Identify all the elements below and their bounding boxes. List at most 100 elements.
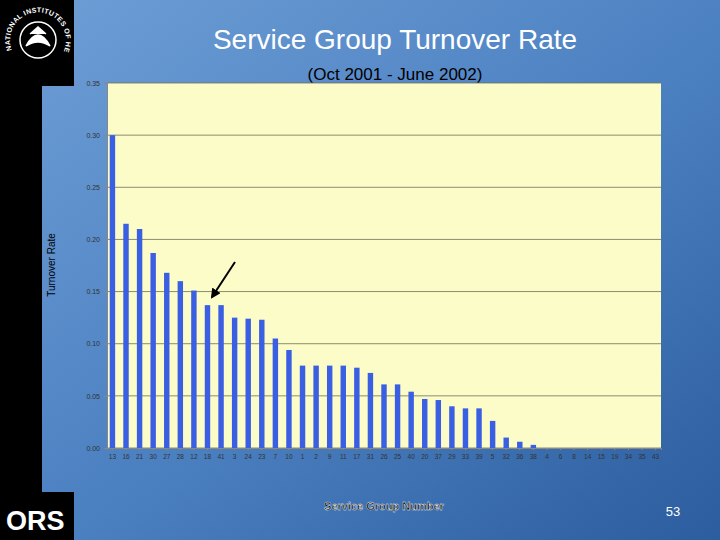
bar: [341, 366, 346, 448]
tick-mark: [104, 292, 107, 293]
tick-mark: [411, 448, 412, 450]
bar: [150, 253, 155, 448]
x-tick: 29: [448, 448, 456, 460]
tick-mark: [207, 448, 208, 450]
x-tick: 30: [150, 448, 158, 460]
tick-mark: [424, 448, 425, 450]
tick-mark: [288, 448, 289, 450]
tick-label: 35: [638, 453, 646, 460]
tick-label: 0.35: [86, 80, 100, 87]
tick-label: 0.00: [86, 445, 100, 452]
tick-label: 0.20: [86, 236, 100, 243]
bar: [259, 320, 264, 448]
tick-label: 40: [408, 453, 416, 460]
tick-mark: [397, 448, 398, 450]
bar: [408, 392, 413, 448]
x-tick: 32: [503, 448, 511, 460]
tick-label: 17: [353, 453, 361, 460]
tick-mark: [104, 239, 107, 240]
x-tick: 20: [421, 448, 429, 460]
x-tick: 37: [435, 448, 443, 460]
tick-mark: [329, 448, 330, 450]
tick-label: 38: [530, 453, 538, 460]
grid-line: [107, 135, 661, 136]
tick-label: 9: [328, 453, 332, 460]
x-tick: 41: [217, 448, 225, 460]
tick-mark: [104, 83, 107, 84]
tick-mark: [370, 448, 371, 450]
x-tick: 4: [545, 448, 549, 460]
tick-label: 43: [652, 453, 660, 460]
bar: [218, 305, 223, 448]
bar: [286, 350, 291, 448]
bar: [422, 399, 427, 448]
x-tick: 15: [598, 448, 606, 460]
bar: [246, 319, 251, 448]
tick-mark: [451, 448, 452, 450]
bar: [273, 339, 278, 449]
grid-line: [107, 83, 661, 84]
tick-mark: [112, 448, 113, 450]
bar: [436, 400, 441, 448]
x-tick: 14: [584, 448, 592, 460]
tick-label: 1: [301, 453, 305, 460]
bar: [517, 442, 522, 448]
bar: [599, 448, 604, 449]
bar: [232, 318, 237, 448]
x-tick: 27: [163, 448, 171, 460]
tick-mark: [302, 448, 303, 450]
tick-label: 33: [462, 453, 470, 460]
bar: [368, 373, 373, 448]
y-tick: 0.05: [86, 393, 107, 400]
tick-label: 32: [503, 453, 511, 460]
tick-label: 19: [611, 453, 619, 460]
bar: [300, 366, 305, 448]
x-tick: 6: [559, 448, 563, 460]
tick-label: 37: [435, 453, 443, 460]
tick-mark: [492, 448, 493, 450]
y-tick: 0.20: [86, 236, 107, 243]
tick-label: 26: [380, 453, 388, 460]
x-tick: 11: [340, 448, 347, 460]
tick-label: 14: [584, 453, 592, 460]
bar: [490, 421, 495, 448]
tick-mark: [104, 396, 107, 397]
x-tick: 33: [462, 448, 470, 460]
x-tick: 19: [611, 448, 619, 460]
x-axis: 1316213027281218413242371012911173126254…: [108, 448, 662, 460]
logo-emblem: [26, 27, 50, 46]
tick-label: 13: [109, 453, 117, 460]
tick-mark: [533, 448, 534, 450]
tick-mark: [438, 448, 439, 450]
x-tick: 31: [367, 448, 375, 460]
background: [0, 0, 720, 540]
x-tick: 40: [408, 448, 416, 460]
tick-mark: [614, 448, 615, 450]
tick-label: 3: [233, 453, 237, 460]
tick-mark: [126, 448, 127, 450]
bar: [395, 384, 400, 448]
tick-mark: [384, 448, 385, 450]
bar: [137, 229, 142, 448]
tick-label: 0.25: [86, 184, 100, 191]
x-tick: 36: [516, 448, 524, 460]
tick-mark: [104, 344, 107, 345]
bar: [571, 448, 576, 449]
tick-label: 0.10: [86, 340, 100, 347]
x-tick: 2: [314, 448, 318, 460]
tick-label: 34: [625, 453, 633, 460]
x-tick: 34: [625, 448, 633, 460]
tick-label: 16: [122, 453, 130, 460]
x-tick: 25: [394, 448, 402, 460]
tick-label: 39: [475, 453, 483, 460]
tick-label: 21: [136, 453, 144, 460]
tick-label: 15: [598, 453, 606, 460]
bar: [544, 448, 549, 449]
plot-area: [107, 83, 661, 448]
axis-line: [104, 84, 108, 449]
bar: [653, 448, 658, 449]
tick-label: 6: [559, 453, 563, 460]
x-tick: 21: [136, 448, 144, 460]
y-tick: 0.10: [86, 340, 107, 347]
y-tick: 0.00: [86, 445, 107, 452]
